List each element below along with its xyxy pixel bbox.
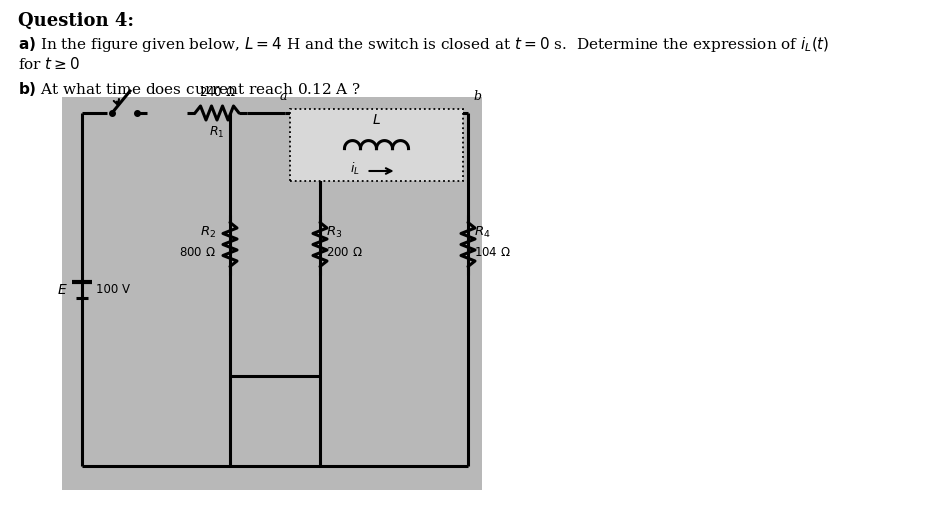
Text: $R_2$: $R_2$ bbox=[199, 225, 216, 240]
Text: $R_3$: $R_3$ bbox=[325, 225, 342, 240]
Text: 200 $\Omega$: 200 $\Omega$ bbox=[325, 246, 362, 259]
Text: $E$: $E$ bbox=[57, 282, 68, 297]
Text: 100 V: 100 V bbox=[95, 283, 130, 296]
Text: a: a bbox=[279, 90, 286, 103]
Text: for $t \geq 0$: for $t \geq 0$ bbox=[18, 56, 81, 72]
Text: Question 4:: Question 4: bbox=[18, 12, 133, 30]
Text: 800 $\Omega$: 800 $\Omega$ bbox=[179, 246, 216, 259]
Text: $\mathbf{a)}$ In the figure given below, $L = 4$ H and the switch is closed at $: $\mathbf{a)}$ In the figure given below,… bbox=[18, 35, 829, 54]
Text: $R_4$: $R_4$ bbox=[474, 225, 490, 240]
Text: b: b bbox=[473, 90, 480, 103]
Text: $L$: $L$ bbox=[372, 113, 381, 127]
Text: $R_1$: $R_1$ bbox=[210, 125, 224, 140]
Bar bbox=[289, 109, 463, 181]
Text: 104 $\Omega$: 104 $\Omega$ bbox=[474, 246, 510, 259]
Text: $i_L$: $i_L$ bbox=[349, 161, 359, 177]
Text: 240 $\Omega$: 240 $\Omega$ bbox=[198, 86, 235, 99]
Bar bbox=[62, 97, 481, 490]
Text: $\mathbf{b)}$ At what time does current reach 0.12 A ?: $\mathbf{b)}$ At what time does current … bbox=[18, 80, 361, 98]
